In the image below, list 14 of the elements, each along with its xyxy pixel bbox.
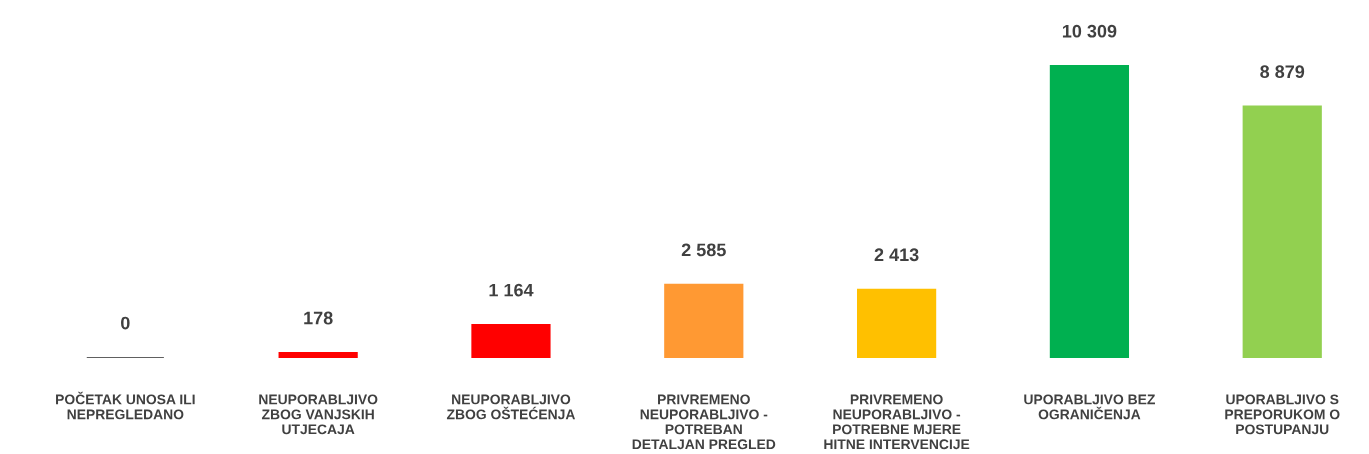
x-tick-label: NEUPORABLJIVO ZBOG VANJSKIH UTJECAJA [259, 394, 378, 435]
x-tick-label: POČETAK UNOSA ILI NEPREGLEDANO [56, 391, 195, 420]
data-label: 8 879 [1260, 65, 1305, 79]
data-label: 0 [121, 316, 130, 330]
x-tick-label: UPORABLJIVO S PREPORUKOM O POSTUPANJU [1225, 394, 1340, 435]
x-tick-label: NEUPORABLJIVO ZBOG OŠTEĆENJA [446, 394, 576, 420]
data-label: 2 585 [681, 243, 726, 257]
x-tick-label: PRIVREMENO NEUPORABLJIVO - POTREBNE MJERE HITNE INTERVENCIJE [824, 394, 970, 450]
x-tick-label: UPORABLJIVO BEZ OGRANIČENJA [1024, 394, 1155, 420]
x-tick-label: PRIVREMENO NEUPORABLJIVO - POTREBAN DETALJAN PREGLED [632, 394, 776, 450]
data-label: 2 413 [874, 248, 919, 262]
data-label: 1 164 [489, 283, 534, 297]
data-label: 178 [304, 311, 333, 325]
data-label: 10 309 [1062, 24, 1117, 38]
